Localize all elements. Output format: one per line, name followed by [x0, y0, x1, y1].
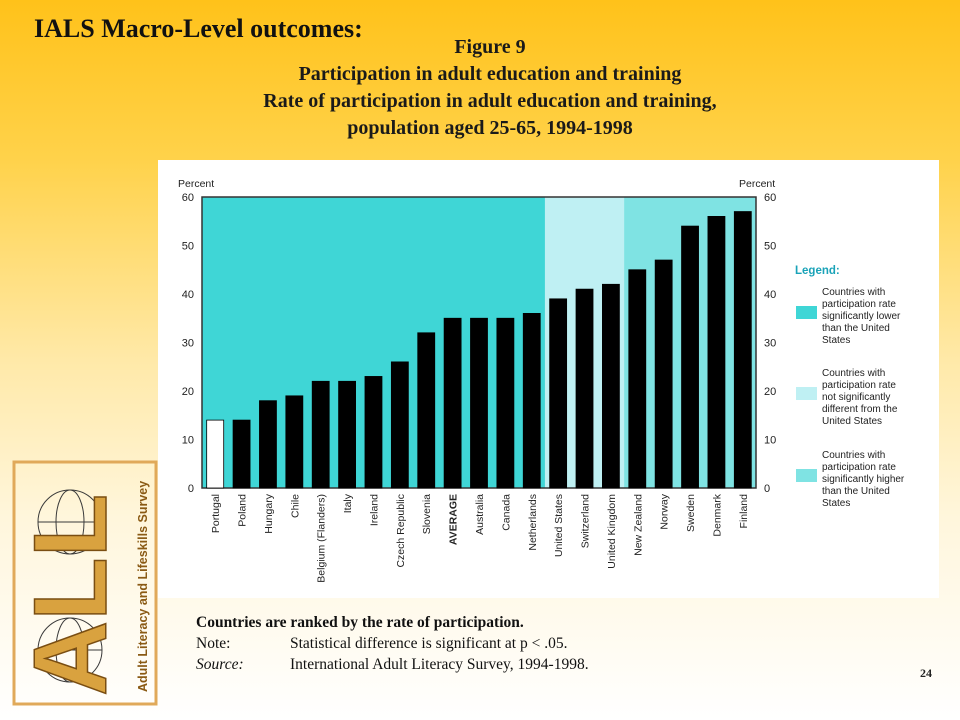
category-label: AVERAGE: [448, 494, 460, 545]
legend-text: different from the: [822, 404, 898, 415]
slide-title: IALS Macro-Level outcomes:: [34, 14, 363, 43]
bar: [470, 317, 488, 489]
note-key: Note:: [196, 635, 231, 652]
legend-text: United States: [822, 416, 882, 427]
bar: [681, 225, 699, 489]
legend-text: States: [822, 335, 850, 346]
y-tick-right: 40: [764, 289, 776, 301]
bar-chart: Percent Percent 0 0 10 10 20 20 30 30 40 40 50 50 60 60…: [178, 178, 905, 583]
chart-panel: Percent Percent 0 0 10 10 20 20 30 30 40 40 50 50 60 60…: [158, 160, 939, 598]
y-tick-right: 20: [764, 386, 776, 398]
bar: [390, 361, 409, 489]
category-label: Netherlands: [527, 494, 539, 551]
source-key: Source:: [196, 656, 244, 673]
category-label: Poland: [237, 494, 249, 527]
legend-text: not significantly: [822, 392, 890, 403]
bar: [522, 312, 541, 489]
figure-title: Participation in adult education and tra…: [298, 63, 682, 85]
source-note: Source: International Adult Literacy Sur…: [196, 654, 756, 675]
y-tick-left: 10: [182, 435, 194, 447]
bar: [707, 216, 726, 489]
legend-text: participation rate: [822, 462, 896, 473]
category-label: Ireland: [368, 494, 380, 526]
category-label: New Zealand: [632, 494, 644, 556]
category-label: Sweden: [685, 494, 697, 532]
note-text: Statistical difference is significant at…: [290, 635, 568, 652]
legend-text: participation rate: [822, 299, 896, 310]
logo-letters: ALL: [13, 494, 129, 696]
legend-swatch: [796, 306, 817, 319]
legend-text: than the United: [822, 486, 890, 497]
y-tick-right: 30: [764, 338, 776, 350]
chart-notes: Countries are ranked by the rate of part…: [196, 612, 756, 675]
legend-text: than the United: [822, 323, 890, 334]
source-text: International Adult Literacy Survey, 199…: [290, 656, 589, 673]
y-axis-label-right: Percent: [739, 178, 775, 190]
legend-text: significantly higher: [822, 474, 905, 485]
logo-survey-text: Adult Literacy and Lifeskills Survey: [136, 481, 150, 692]
legend-text: States: [822, 498, 850, 509]
category-label: Hungary: [263, 493, 275, 533]
ranking-note: Countries are ranked by the rate of part…: [196, 614, 524, 631]
bar: [232, 419, 251, 489]
bar: [654, 259, 673, 489]
bar: [311, 380, 330, 489]
category-label: Norway: [659, 493, 671, 529]
y-tick-left: 50: [182, 241, 194, 253]
legend-text: Countries with: [822, 368, 885, 379]
bar: [443, 317, 462, 489]
y-tick-left: 0: [188, 483, 194, 495]
category-label: Chile: [289, 494, 301, 518]
category-label: Australia: [474, 494, 486, 535]
category-label: Belgium (Flanders): [316, 494, 328, 583]
all-survey-logo: ALL Adult Literacy and Lifeskills Survey: [12, 460, 158, 706]
figure-subtitle-line2: population aged 25-65, 1994-1998: [347, 117, 633, 139]
figure-label: Figure 9: [454, 36, 526, 58]
category-label: Canada: [500, 494, 512, 531]
figure-subtitle-line1: Rate of participation in adult education…: [263, 90, 717, 112]
y-tick-left: 60: [182, 192, 194, 204]
bar: [206, 419, 225, 489]
legend-text: Countries with: [822, 450, 885, 461]
bar: [417, 332, 436, 489]
y-tick-left: 20: [182, 386, 194, 398]
category-label: Slovenia: [421, 494, 433, 534]
y-tick-right: 0: [764, 483, 770, 495]
legend-text: Countries with: [822, 287, 885, 298]
category-label: Switzerland: [580, 494, 592, 548]
category-label: Czech Republic: [395, 494, 407, 568]
bar: [575, 288, 594, 489]
bar: [602, 283, 620, 489]
legend-title: Legend:: [795, 265, 840, 277]
category-label: Finland: [738, 494, 750, 529]
logo-frame: [12, 460, 158, 706]
y-tick-right: 10: [764, 435, 776, 447]
bar: [733, 211, 752, 489]
category-label: Italy: [342, 493, 354, 513]
significance-note: Note: Statistical difference is signific…: [196, 633, 756, 654]
legend-swatch: [796, 469, 817, 482]
y-tick-right: 50: [764, 241, 776, 253]
y-axis-label-left: Percent: [178, 178, 214, 190]
y-tick-right: 60: [764, 192, 776, 204]
bar: [549, 298, 568, 489]
category-label: Portugal: [210, 494, 222, 533]
y-tick-left: 40: [182, 289, 194, 301]
page-number: 24: [920, 666, 932, 680]
legend-text: significantly lower: [822, 311, 901, 322]
legend-text: participation rate: [822, 380, 896, 391]
y-tick-left: 30: [182, 338, 194, 350]
category-label: United Kingdom: [606, 494, 618, 569]
bar: [628, 269, 647, 489]
bar: [285, 395, 304, 489]
bar: [338, 380, 356, 489]
legend-swatch: [796, 387, 817, 400]
bar: [496, 317, 515, 489]
bar: [259, 400, 277, 489]
bar: [364, 376, 383, 489]
category-label: Denmark: [711, 493, 723, 536]
category-label: United States: [553, 494, 565, 557]
